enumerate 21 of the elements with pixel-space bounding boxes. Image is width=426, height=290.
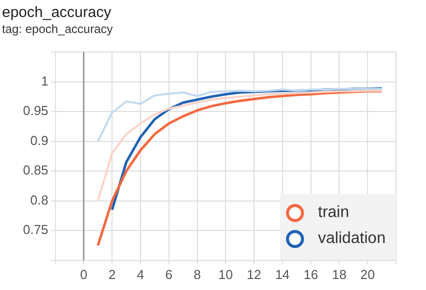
y-tick-label: 0.8 bbox=[30, 192, 48, 208]
chart-subtitle: tag: epoch_accuracy bbox=[2, 22, 113, 36]
x-tick-label: 2 bbox=[108, 266, 116, 282]
y-tick-label: 0.95 bbox=[22, 103, 48, 118]
y-tick-label: 1 bbox=[41, 73, 48, 88]
x-tick-label: 16 bbox=[304, 266, 318, 282]
x-tick-label: 20 bbox=[360, 266, 375, 282]
x-tick-label: 4 bbox=[136, 266, 144, 282]
x-tick-label: 12 bbox=[246, 266, 262, 282]
legend-label: train bbox=[318, 204, 350, 222]
x-tick-label: 18 bbox=[332, 266, 346, 282]
y-tick-label: 0.9 bbox=[30, 132, 48, 148]
x-tick-label: 14 bbox=[275, 266, 290, 282]
x-tick-label: 10 bbox=[218, 266, 233, 282]
x-tick-label: 6 bbox=[165, 266, 172, 282]
x-tick-label: 8 bbox=[194, 266, 201, 282]
chart-title: epoch_accuracy bbox=[2, 4, 112, 21]
x-tick-label: 0 bbox=[80, 266, 88, 282]
legend-label: validation bbox=[318, 230, 386, 248]
y-tick-label: 0.85 bbox=[22, 162, 48, 178]
y-tick-label: 0.75 bbox=[22, 222, 48, 238]
